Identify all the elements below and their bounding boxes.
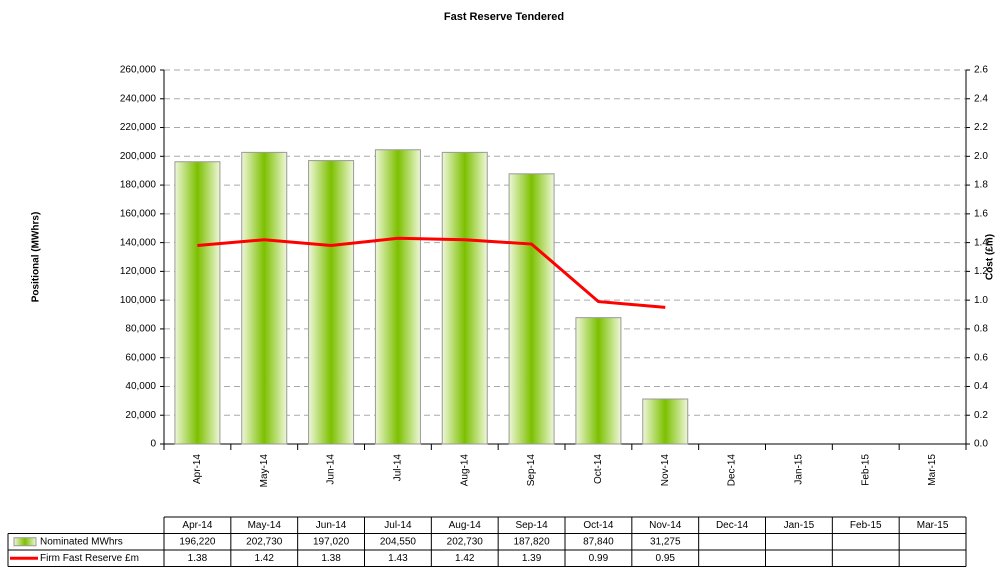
y2-tick-label: 1.2: [974, 266, 988, 277]
table-cell: 87,840: [583, 536, 614, 547]
table-header: Jan-15: [784, 520, 815, 531]
table-header: Jul-14: [384, 520, 412, 531]
x-tick-label: Mar-15: [927, 454, 938, 486]
chart-title: Fast Reserve Tendered: [444, 11, 564, 23]
table-cell: 196,220: [179, 536, 216, 547]
y2-tick-label: 0.6: [974, 352, 988, 363]
y2-tick-label: 2.0: [974, 151, 988, 162]
table-cell: 1.43: [388, 553, 408, 564]
x-tick-label: Jun-14: [326, 454, 337, 485]
y-tick-label: 200,000: [120, 151, 157, 162]
y2-tick-label: 1.6: [974, 208, 988, 219]
y2-tick-label: 1.0: [974, 295, 988, 306]
x-tick-label: Jan-15: [794, 454, 805, 485]
y2-axis-label: Cost (£m): [985, 234, 996, 280]
y-tick-label: 220,000: [120, 122, 157, 133]
y-tick-label: 80,000: [125, 324, 156, 335]
legend-label: Nominated MWhrs: [40, 536, 123, 547]
bar: [174, 161, 221, 445]
y2-tick-label: 0.0: [974, 439, 988, 450]
table-cell: 31,275: [650, 536, 681, 547]
table-cell: 202,730: [447, 536, 484, 547]
y2-tick-label: 1.8: [974, 180, 988, 191]
bar: [508, 173, 555, 445]
table-header: Aug-14: [449, 520, 482, 531]
bar: [575, 317, 622, 445]
table-cell: 1.42: [255, 553, 275, 564]
y2-tick-label: 2.2: [974, 122, 988, 133]
y-tick-label: 160,000: [120, 208, 157, 219]
table-cell: 0.95: [656, 553, 676, 564]
bar: [441, 151, 488, 445]
bar: [241, 151, 288, 445]
table-header: May-14: [248, 520, 282, 531]
table-cell: 1.42: [455, 553, 475, 564]
y-axis-label: Positional (MWhrs): [31, 212, 42, 303]
y2-tick-label: 0.2: [974, 410, 988, 421]
x-tick-label: Sep-14: [526, 454, 537, 487]
x-tick-label: Jul-14: [393, 454, 404, 482]
table-header: Dec-14: [716, 520, 749, 531]
y-tick-label: 120,000: [120, 266, 157, 277]
table-header: Sep-14: [515, 520, 548, 531]
x-tick-label: Aug-14: [459, 454, 470, 487]
table-header: Feb-15: [850, 520, 882, 531]
x-tick-label: Dec-14: [727, 454, 738, 487]
table-header: Mar-15: [917, 520, 949, 531]
table-cell: 1.39: [522, 553, 542, 564]
y-tick-label: 0: [150, 439, 156, 450]
y-tick-label: 260,000: [120, 65, 157, 76]
table-header: Oct-14: [583, 520, 613, 531]
y-tick-label: 20,000: [125, 410, 156, 421]
y-tick-label: 180,000: [120, 180, 157, 191]
bar: [642, 398, 689, 445]
x-tick-label: Feb-15: [860, 454, 871, 486]
x-tick-label: Apr-14: [192, 454, 203, 484]
table-cell: 0.99: [589, 553, 609, 564]
table-cell: 1.38: [188, 553, 208, 564]
x-tick-label: Oct-14: [593, 454, 604, 484]
y-tick-label: 40,000: [125, 381, 156, 392]
y2-tick-label: 2.4: [974, 93, 988, 104]
x-tick-label: Nov-14: [660, 454, 671, 487]
legend-label: Firm Fast Reserve £m: [40, 553, 139, 564]
y-tick-label: 100,000: [120, 295, 157, 306]
table-header: Apr-14: [182, 520, 212, 531]
table-cell: 202,730: [246, 536, 283, 547]
table-header: Nov-14: [649, 520, 682, 531]
table-header: Jun-14: [316, 520, 347, 531]
table-cell: 204,550: [380, 536, 417, 547]
y2-tick-label: 0.8: [974, 324, 988, 335]
table-cell: 187,820: [514, 536, 551, 547]
legend-swatch: [13, 537, 37, 547]
y-tick-label: 60,000: [125, 352, 156, 363]
y-tick-label: 140,000: [120, 237, 157, 248]
bar: [374, 149, 421, 445]
y2-tick-label: 1.4: [974, 237, 988, 248]
table-cell: 1.38: [321, 553, 341, 564]
table-cell: 197,020: [313, 536, 350, 547]
y2-tick-label: 2.6: [974, 65, 988, 76]
bar: [308, 160, 355, 445]
y2-tick-label: 0.4: [974, 381, 988, 392]
y-tick-label: 240,000: [120, 93, 157, 104]
line: [197, 236, 666, 309]
x-tick-label: May-14: [259, 454, 270, 488]
